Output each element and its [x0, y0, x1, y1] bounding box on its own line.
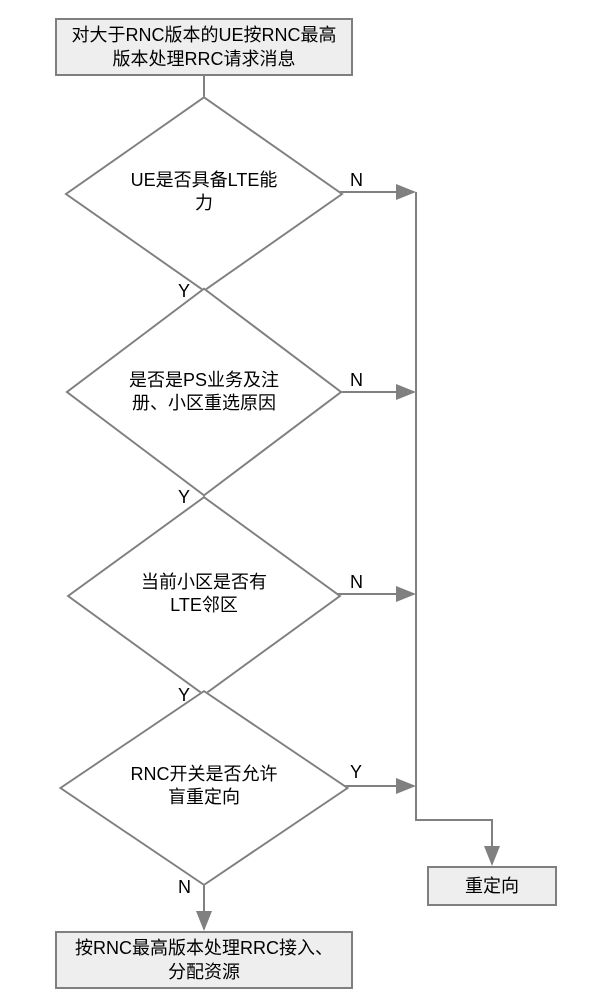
node-d4: RNC开关是否允许盲重定向 — [102, 716, 306, 856]
label-d3-n: N — [350, 572, 363, 593]
label-d2-n: N — [350, 370, 363, 391]
node-end-right: 重定向 — [427, 866, 557, 906]
node-d2-label: 是否是PS业务及注册、小区重选原因 — [106, 316, 302, 468]
node-d4-label: RNC开关是否允许盲重定向 — [102, 716, 306, 856]
node-start-label: 对大于RNC版本的UE按RNC最高版本处理RRC请求消息 — [67, 23, 341, 72]
label-d1-n: N — [350, 170, 363, 191]
label-d1-y: Y — [178, 281, 190, 302]
node-d2: 是否是PS业务及注册、小区重选原因 — [106, 316, 302, 468]
node-start: 对大于RNC版本的UE按RNC最高版本处理RRC请求消息 — [55, 18, 353, 76]
node-d3-label: 当前小区是否有LTE邻区 — [106, 522, 302, 666]
node-d1: UE是否具备LTE能力 — [106, 122, 302, 262]
node-d1-label: UE是否具备LTE能力 — [106, 122, 302, 262]
label-d4-y: Y — [350, 762, 362, 783]
label-d2-y: Y — [178, 487, 190, 508]
label-d4-n: N — [178, 877, 191, 898]
node-end-left-label: 按RNC最高版本处理RRC接入、分配资源 — [67, 936, 341, 985]
node-end-right-label: 重定向 — [465, 874, 519, 898]
node-d3: 当前小区是否有LTE邻区 — [106, 522, 302, 666]
label-d3-y: Y — [178, 685, 190, 706]
node-end-left: 按RNC最高版本处理RRC接入、分配资源 — [55, 931, 353, 989]
